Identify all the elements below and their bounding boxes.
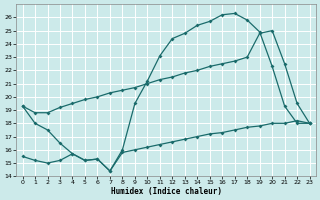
X-axis label: Humidex (Indice chaleur): Humidex (Indice chaleur) xyxy=(111,187,221,196)
